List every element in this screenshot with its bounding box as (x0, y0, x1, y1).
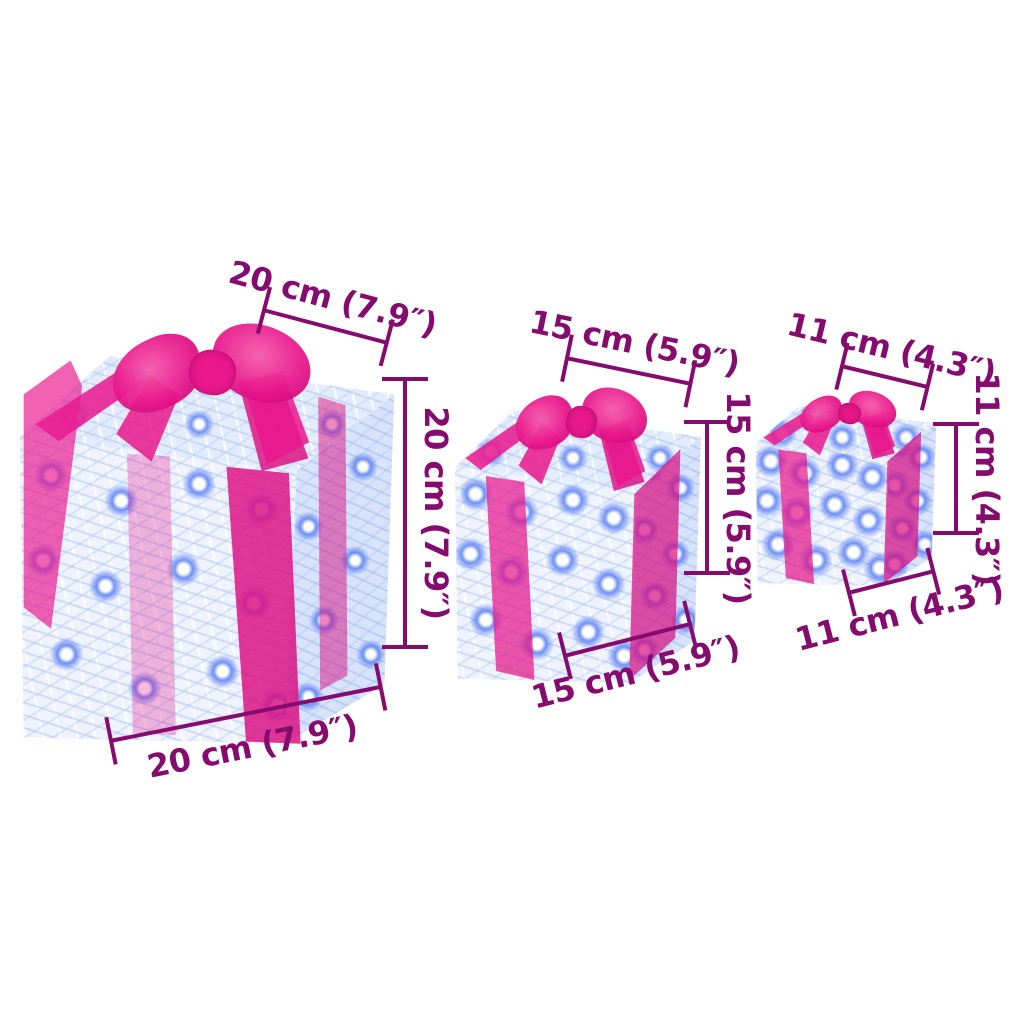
dimension-tick (382, 645, 428, 649)
dimension-medium-height: 15 cm (5.9″) (684, 391, 757, 604)
dimension-large-height: 20 cm (7.9″) (382, 377, 455, 649)
gift-box-large (12, 313, 402, 748)
dimension-label: 15 cm (5.9″) (526, 302, 743, 383)
dimension-medium-width-top: 15 cm (5.9″) (526, 302, 743, 408)
dimension-tick (684, 571, 730, 575)
dimension-tick (933, 422, 979, 426)
bow (99, 313, 321, 429)
dimension-tick (684, 420, 730, 424)
dimension-tick (933, 531, 979, 535)
gift-box-medium (450, 380, 706, 686)
dimension-small-height: 11 cm (4.3″) (933, 372, 1006, 585)
box-front-face (755, 443, 890, 587)
dimension-label: 15 cm (5.9″) (719, 390, 757, 605)
dimension-tick (382, 377, 428, 381)
dimension-label: 20 cm (7.9″) (417, 406, 455, 620)
ribbon-side (318, 396, 348, 691)
gift-box-small (752, 385, 940, 588)
ribbon-inner (127, 454, 176, 736)
dimension-small-width-top: 11 cm (4.3″) (783, 305, 1000, 411)
bow (506, 380, 654, 461)
dimension-label: 11 cm (4.3″) (968, 371, 1006, 586)
bow (794, 385, 901, 440)
